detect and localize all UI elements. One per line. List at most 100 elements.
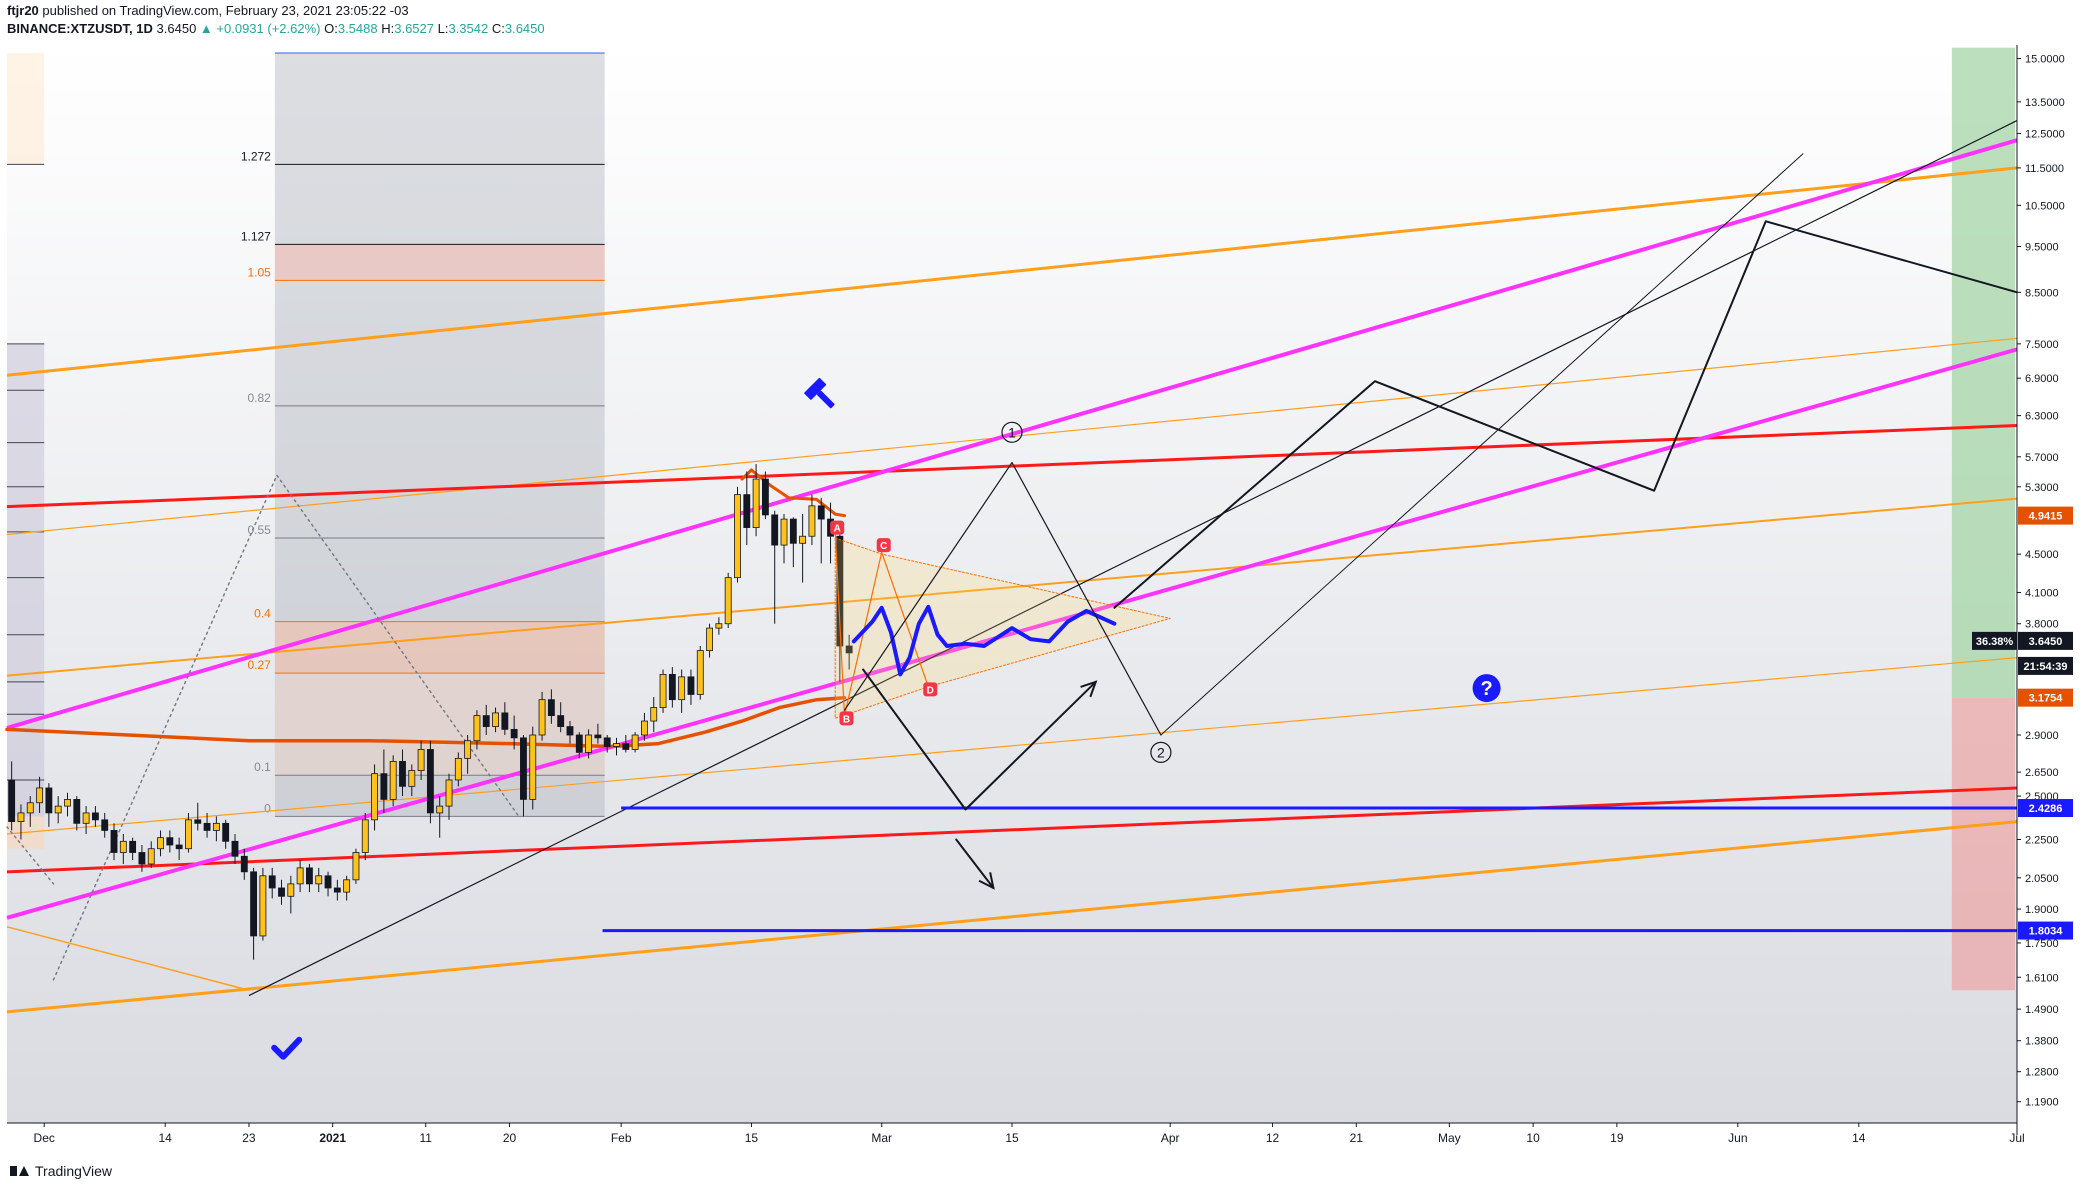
candle[interactable] <box>82 806 90 835</box>
candle[interactable] <box>250 867 258 960</box>
candle[interactable] <box>613 737 620 756</box>
candle[interactable] <box>473 710 481 750</box>
candle[interactable] <box>650 697 658 733</box>
candle[interactable] <box>687 669 695 705</box>
candle[interactable] <box>426 740 434 824</box>
candle[interactable] <box>194 802 202 831</box>
candle[interactable] <box>520 735 527 817</box>
candle[interactable] <box>566 721 574 744</box>
candle[interactable] <box>45 783 53 827</box>
candle[interactable] <box>454 752 462 787</box>
candle[interactable] <box>240 848 248 880</box>
candle[interactable] <box>529 726 537 810</box>
candle[interactable] <box>8 761 16 831</box>
candle[interactable] <box>696 645 704 700</box>
candle[interactable] <box>724 572 732 629</box>
candle[interactable] <box>110 823 118 861</box>
candle[interactable] <box>743 471 751 546</box>
candle[interactable] <box>361 812 369 861</box>
candle[interactable] <box>17 804 25 840</box>
candle-body <box>436 805 444 814</box>
candle[interactable] <box>268 867 276 899</box>
candle[interactable] <box>380 749 388 813</box>
candle[interactable] <box>631 732 639 753</box>
candle[interactable] <box>752 464 760 537</box>
candle[interactable] <box>808 494 816 546</box>
candle[interactable] <box>445 773 453 820</box>
candle[interactable] <box>259 867 267 941</box>
candle[interactable] <box>389 755 397 807</box>
candle[interactable] <box>278 879 285 905</box>
candle[interactable] <box>659 669 667 713</box>
candle[interactable] <box>641 712 648 741</box>
candle[interactable] <box>64 792 71 817</box>
candle[interactable] <box>371 764 378 831</box>
candle[interactable] <box>26 796 34 827</box>
candle[interactable] <box>36 776 43 813</box>
question-icon[interactable]: ? <box>1472 674 1501 703</box>
price-tick-label: 2.0500 <box>2025 873 2059 885</box>
candle[interactable] <box>678 669 686 713</box>
candle[interactable] <box>836 531 844 682</box>
candle[interactable] <box>547 689 555 724</box>
candle-body <box>278 887 285 897</box>
candle[interactable] <box>575 732 583 759</box>
footer-brand[interactable]: TradingView <box>10 1163 112 1179</box>
candle[interactable] <box>501 702 509 736</box>
candle[interactable] <box>352 848 360 884</box>
candle[interactable] <box>771 510 779 624</box>
candle[interactable] <box>287 875 295 914</box>
candle[interactable] <box>212 816 220 842</box>
candle[interactable] <box>789 517 797 568</box>
candle[interactable] <box>73 796 81 831</box>
candle[interactable] <box>315 867 323 893</box>
price-badge-bg <box>2018 656 2073 675</box>
candle[interactable] <box>603 735 611 753</box>
candle[interactable] <box>129 837 137 861</box>
candle[interactable] <box>222 819 230 849</box>
candle[interactable] <box>817 497 825 564</box>
candle[interactable] <box>333 879 341 901</box>
candle[interactable] <box>780 514 788 564</box>
candle[interactable] <box>91 806 99 827</box>
candle[interactable] <box>557 702 565 733</box>
candle[interactable] <box>203 812 211 838</box>
open-value: 3.5488 <box>337 21 378 36</box>
candle[interactable] <box>54 796 62 824</box>
candle[interactable] <box>706 623 713 658</box>
candle[interactable] <box>101 812 109 838</box>
candle[interactable] <box>585 729 593 759</box>
candle[interactable] <box>296 860 304 893</box>
candle-body <box>743 494 751 528</box>
candle[interactable] <box>799 514 807 583</box>
candle[interactable] <box>492 707 499 733</box>
candle[interactable] <box>399 749 406 797</box>
candle[interactable] <box>668 667 676 708</box>
candle[interactable] <box>482 704 490 736</box>
candle[interactable] <box>510 715 518 750</box>
candle[interactable] <box>436 796 444 838</box>
candle[interactable] <box>231 834 239 864</box>
candle[interactable] <box>175 837 183 861</box>
candle[interactable] <box>343 875 351 901</box>
candle[interactable] <box>408 764 416 797</box>
candle-body <box>622 743 630 750</box>
candle[interactable] <box>324 871 332 897</box>
candle[interactable] <box>464 735 472 774</box>
candle[interactable] <box>417 740 425 780</box>
candle[interactable] <box>119 834 127 864</box>
candle[interactable] <box>734 486 741 583</box>
candle[interactable] <box>166 830 174 853</box>
candle[interactable] <box>715 617 723 635</box>
candle[interactable] <box>622 735 630 753</box>
candle[interactable] <box>138 845 146 872</box>
candle[interactable] <box>306 863 313 893</box>
candle[interactable] <box>185 812 192 853</box>
candle[interactable] <box>157 830 164 857</box>
candle[interactable] <box>538 691 546 741</box>
candle[interactable] <box>761 471 769 520</box>
candle[interactable] <box>147 841 155 868</box>
candle[interactable] <box>594 723 602 744</box>
candle[interactable] <box>845 634 853 670</box>
